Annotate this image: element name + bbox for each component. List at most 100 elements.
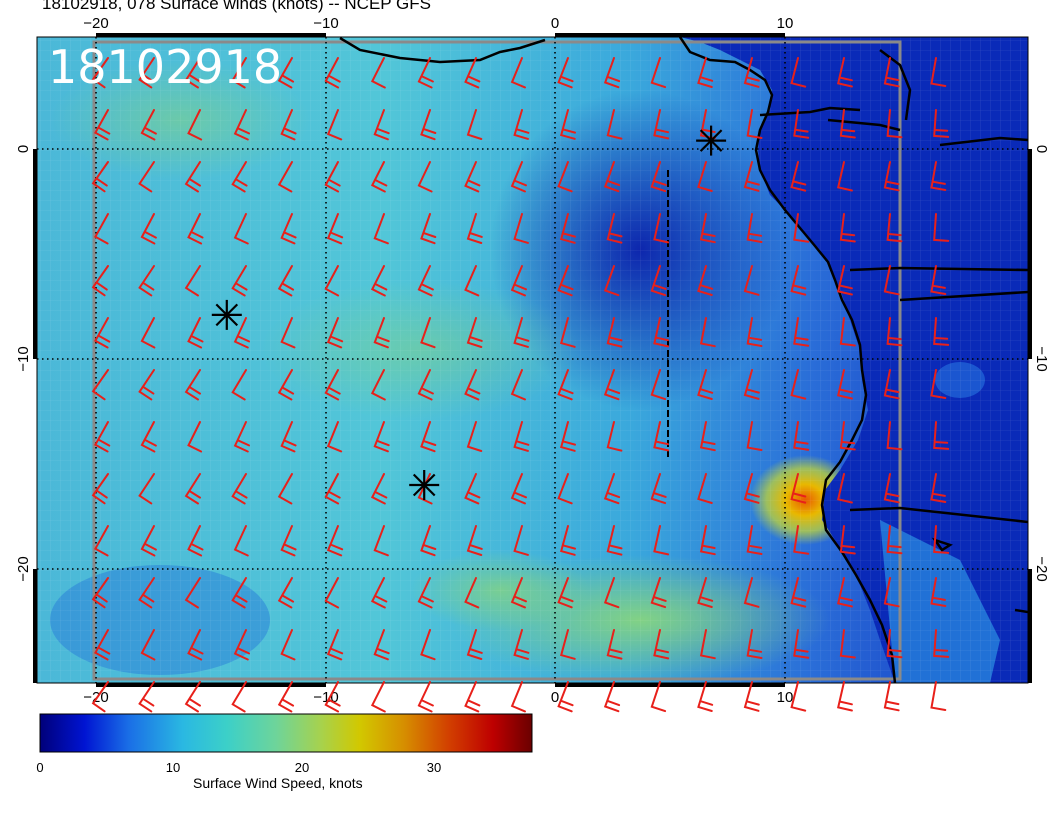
wind-barb [326, 421, 343, 453]
wind-barb [793, 629, 810, 659]
wind-barb [746, 629, 763, 659]
wind-barb [793, 213, 810, 243]
wind-barb [231, 265, 248, 297]
wind-barb [697, 265, 714, 296]
wind-barb [233, 525, 249, 557]
wind-barb [606, 421, 623, 452]
wind-barb [746, 421, 763, 451]
wind-barb [650, 369, 667, 401]
wind-barb [653, 525, 670, 556]
wind-barb [839, 629, 856, 659]
wind-barb [606, 213, 623, 244]
wind-barb [140, 525, 157, 557]
wind-barb [277, 577, 295, 609]
wind-barb [326, 109, 343, 141]
wind-barb [743, 161, 760, 192]
wind-barb [557, 265, 574, 297]
wind-barb [138, 577, 155, 609]
wind-barb [603, 57, 621, 89]
wind-barb [883, 369, 900, 400]
wind-barb [606, 317, 623, 348]
wind-barb [466, 629, 483, 660]
star-markers [211, 125, 727, 500]
wind-barb [933, 421, 950, 450]
wind-barb [699, 525, 716, 556]
wind-barb [184, 577, 201, 609]
wind-barb [603, 369, 621, 401]
wind-barb [839, 213, 856, 243]
wind-barb [277, 161, 293, 193]
wind-barb [466, 213, 483, 244]
colorbar-tick-30: 30 [426, 760, 442, 775]
lon-tick-top-3: 0 [551, 15, 559, 32]
lon-tick-top-2: −10 [313, 15, 338, 32]
wind-barb [513, 525, 529, 556]
wind-barb [606, 525, 623, 556]
wind-barb [184, 369, 201, 401]
wind-barb [883, 161, 900, 192]
wind-barb [464, 473, 481, 505]
wind-barb [326, 317, 344, 349]
lat-tick-right-3: −20 [1033, 556, 1050, 581]
wind-barb [417, 57, 434, 89]
wind-barb [559, 525, 576, 556]
wind-barb [326, 525, 344, 557]
wind-barb [464, 161, 481, 193]
wind-barb [557, 161, 573, 193]
wind-barb [513, 421, 530, 452]
lat-tick-left-2: −10 [15, 346, 32, 371]
wind-barb [466, 525, 483, 556]
wind-barb [420, 525, 437, 557]
wind-barb [603, 265, 620, 297]
graticule [37, 37, 1028, 683]
wind-barb [280, 109, 297, 141]
wind-barb [513, 629, 530, 660]
wind-barb [603, 161, 621, 193]
wind-barb [94, 213, 109, 245]
wind-barb [883, 577, 900, 608]
wind-barb [746, 109, 763, 139]
lat-tick-right-2: −10 [1033, 346, 1050, 371]
wind-barb [140, 421, 157, 453]
star-marker-3 [696, 125, 727, 156]
wind-barbs [91, 57, 950, 713]
wind-barb [510, 681, 526, 713]
lat-tick-left-3: −20 [15, 556, 32, 581]
wind-barb [697, 161, 713, 192]
star-marker-1 [211, 299, 242, 330]
wind-barb [184, 57, 201, 89]
wind-barb [324, 681, 341, 713]
wind-barb [138, 161, 155, 193]
wind-barb [91, 369, 109, 401]
wind-barb [140, 213, 157, 245]
wind-barb [373, 629, 390, 661]
wind-barb [231, 369, 247, 401]
wind-barb [559, 629, 576, 660]
wind-barb [184, 473, 201, 505]
wind-barb [466, 317, 483, 348]
colorbar-label: Surface Wind Speed, knots [193, 775, 363, 791]
wind-barb [184, 265, 201, 297]
wind-barb [930, 577, 947, 607]
wind-barb [464, 369, 481, 401]
wind-barb [883, 57, 900, 88]
wind-barb [140, 109, 157, 141]
wind-barb [650, 161, 667, 193]
wind-barb [280, 629, 296, 661]
wind-barb [933, 109, 950, 138]
wind-barb [930, 681, 947, 711]
wind-barb [187, 109, 203, 141]
wind-barb [790, 265, 807, 296]
wind-barb [231, 681, 247, 713]
wind-barb [603, 681, 621, 713]
wind-barb [653, 421, 670, 452]
domain-frame [92, 40, 902, 681]
wind-barb [743, 681, 760, 712]
wind-barb [510, 161, 527, 193]
wind-barb [603, 473, 621, 505]
wind-barb [417, 369, 434, 401]
wind-barb [839, 421, 856, 451]
wind-barb [697, 57, 714, 88]
wind-barb [930, 161, 947, 191]
